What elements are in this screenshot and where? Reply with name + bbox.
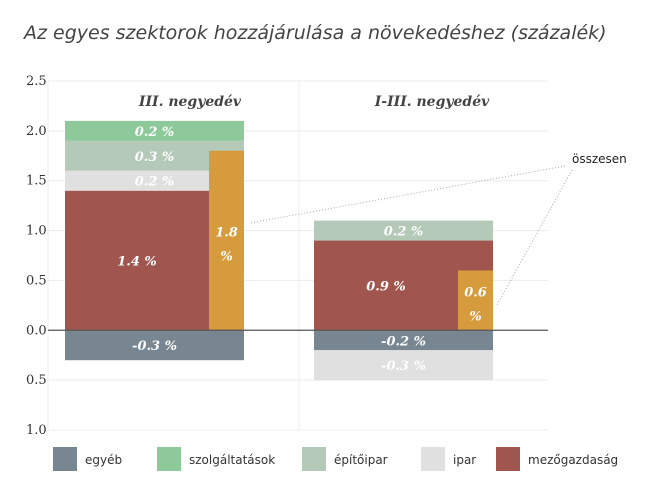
y-tick-label: 1.0 [26, 224, 47, 239]
y-tick-label: 2.0 [26, 124, 47, 139]
bar-value-label: -0.3 % [132, 339, 177, 354]
legend-label: egyéb [85, 453, 122, 467]
total-bar [458, 270, 493, 331]
y-tick-label: 0.5 [26, 273, 47, 288]
bar-segment-ipar [314, 350, 493, 381]
bar-value-label: 0.2 % [135, 125, 175, 140]
legend-label: ipar [453, 453, 476, 467]
annotation-label: összesen [572, 152, 627, 166]
panel-label: III. negyedév [138, 94, 242, 110]
bar-segment-építőipar [314, 220, 493, 241]
y-tick-label: 1.0 [26, 423, 47, 438]
bar-value-label: -0.3 % [381, 359, 426, 374]
legend-label: építőipar [334, 453, 388, 467]
total-unit-label: % [220, 250, 232, 265]
y-tick-label: 0.0 [26, 323, 47, 338]
bar-value-label: 1.4 % [117, 254, 157, 269]
legend-swatch-ipar [421, 447, 445, 471]
bar-value-label: 0.2 % [384, 225, 424, 240]
bar-value-label: 0.3 % [135, 150, 175, 165]
legend-swatch-szolgáltatások [157, 447, 181, 471]
total-value-label: 0.6 [464, 285, 487, 300]
bar-segment-egyéb [65, 330, 244, 361]
annotation-leader [496, 169, 573, 306]
legend-label: szolgáltatások [189, 453, 275, 467]
panel-label: I-III. negyedév [374, 94, 490, 110]
legend-swatch-egyéb [53, 447, 77, 471]
total-value-label: 1.8 [215, 226, 238, 241]
bar-segment-ipar [65, 170, 244, 191]
y-tick-label: 2.5 [26, 74, 47, 89]
legend-swatch-építőipar [302, 447, 326, 471]
bar-value-label: 0.2 % [135, 175, 175, 190]
total-bar [209, 150, 244, 331]
legend-label: mezőgazdaság [528, 453, 618, 467]
bar-value-label: -0.2 % [381, 334, 426, 349]
bar-segment-szolgáltatások [65, 120, 244, 141]
bar-segment-egyéb [314, 330, 493, 351]
legend-swatch-mezőgazdaság [496, 447, 520, 471]
bar-value-label: 0.9 % [366, 279, 406, 294]
chart-title: Az egyes szektorok hozzájárulása a növek… [24, 22, 607, 44]
total-unit-label: % [469, 309, 481, 324]
y-tick-label: 0.5 [26, 373, 47, 388]
y-tick-label: 1.5 [26, 174, 47, 189]
annotation-leader [249, 165, 566, 224]
